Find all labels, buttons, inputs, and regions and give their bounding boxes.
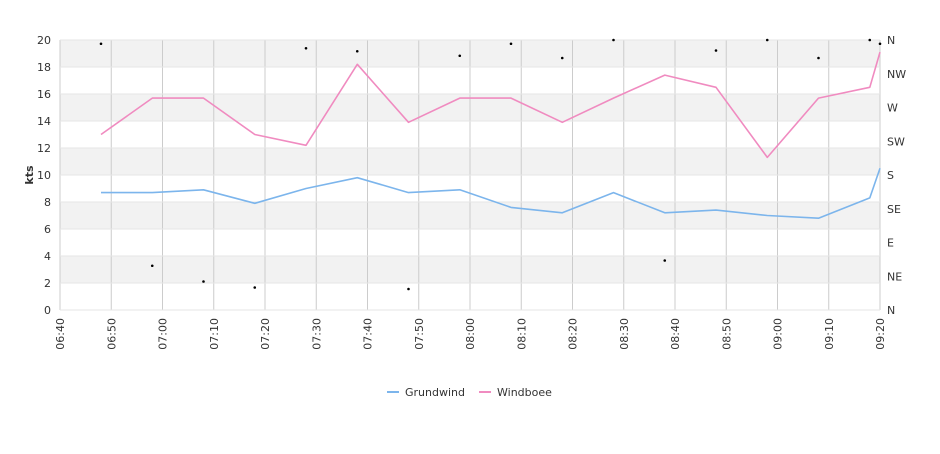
direction-point [407, 287, 410, 291]
direction-point [714, 49, 718, 52]
y2-tick-label: S [887, 169, 894, 182]
x-tick-label: 08:50 [720, 318, 733, 350]
x-tick-label: 06:50 [105, 318, 118, 350]
direction-points [99, 38, 882, 291]
direction-point [99, 42, 103, 46]
legend-item[interactable]: Grundwind [387, 386, 465, 399]
horizontal-gridlines [60, 39, 880, 311]
y-axis-ticks: 0 2 4 6 8 10 12 14 16 18 20 [37, 34, 51, 317]
x-tick-label: 08:40 [669, 318, 682, 350]
direction-point [560, 56, 564, 60]
y2-tick-label: N [887, 304, 895, 317]
y2-tick-label: NE [887, 270, 902, 283]
direction-point [765, 38, 769, 42]
x-tick-label: 07:20 [259, 318, 272, 350]
x-tick-label: 07:30 [310, 318, 323, 350]
x-tick-label: 09:00 [772, 318, 785, 350]
x-tick-label: 08:00 [464, 318, 477, 350]
legend-label: Grundwind [405, 386, 465, 399]
y-tick-label: 12 [37, 142, 51, 155]
y-tick-label: 4 [44, 250, 51, 263]
y2-tick-label: NW [887, 68, 906, 81]
y-tick-label: 14 [37, 115, 51, 128]
direction-point [304, 46, 308, 50]
legend[interactable]: Grundwind Windboee [387, 386, 552, 399]
direction-point [817, 56, 820, 60]
legend-item[interactable]: Windboee [479, 386, 552, 399]
x-tick-label: 07:50 [413, 318, 426, 350]
series-line [100, 51, 881, 159]
y-tick-label: 16 [37, 88, 51, 101]
x-tick-label: 08:20 [567, 318, 580, 350]
x-tick-label: 09:10 [823, 318, 836, 350]
direction-point [878, 42, 882, 46]
direction-point [663, 259, 667, 262]
y-tick-label: 10 [37, 169, 51, 182]
y-axis-label: kts [23, 165, 36, 185]
direction-point [612, 38, 615, 42]
series-lines [100, 51, 881, 219]
y-tick-label: 20 [37, 34, 51, 47]
direction-point [150, 264, 154, 268]
y-tick-label: 6 [44, 223, 51, 236]
direction-point [253, 286, 257, 289]
direction-point [458, 54, 462, 58]
x-tick-label: 09:20 [874, 318, 887, 350]
x-axis-ticks: 06:40 06:50 07:00 07:10 07:20 07:30 07:40 07:50… [54, 318, 887, 350]
y-tick-label: 2 [44, 277, 51, 290]
y2-tick-label: SW [887, 135, 905, 148]
direction-point [202, 280, 205, 283]
x-tick-label: 07:10 [208, 318, 221, 350]
y2-tick-label: SE [887, 203, 901, 216]
direction-point [355, 49, 359, 53]
y2-tick-label: W [887, 102, 898, 115]
y2-axis-ticks: N NE E SE S SW W NW N [887, 34, 906, 317]
x-tick-label: 06:40 [54, 318, 67, 350]
y-tick-label: 8 [44, 196, 51, 209]
x-tick-label: 08:30 [618, 318, 631, 350]
direction-point [868, 38, 872, 42]
x-tick-label: 07:00 [157, 318, 170, 350]
y2-tick-label: N [887, 34, 895, 47]
series-line [101, 168, 881, 219]
direction-point [509, 42, 513, 46]
x-tick-label: 07:40 [362, 318, 375, 350]
x-tick-label: 08:10 [515, 318, 528, 350]
y-tick-label: 0 [44, 304, 51, 317]
y-tick-label: 18 [37, 61, 51, 74]
legend-label: Windboee [497, 386, 552, 399]
y2-tick-label: E [887, 237, 894, 250]
